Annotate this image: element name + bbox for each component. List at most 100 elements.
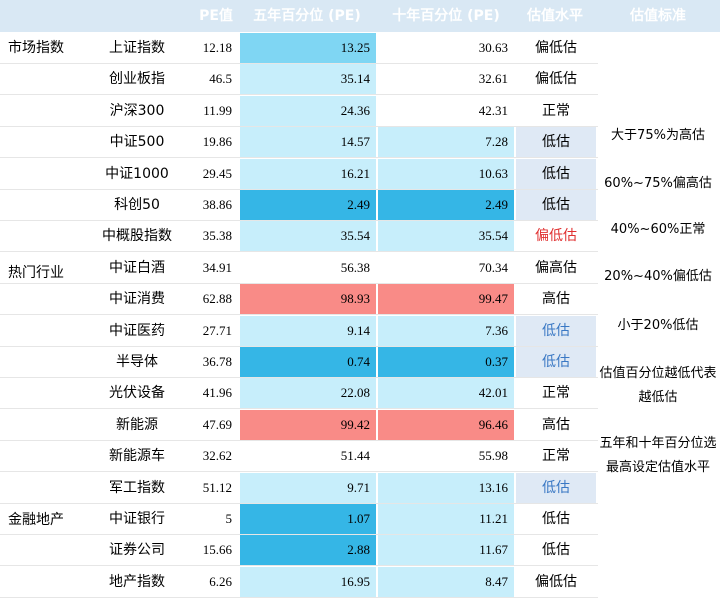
index-name: 新能源车 (88, 441, 186, 471)
row-divider (0, 440, 598, 441)
index-name: 中证消费 (88, 284, 186, 314)
pct10-value: 42.31 (378, 96, 514, 126)
row-divider (0, 534, 598, 535)
pe-value: 11.99 (188, 96, 238, 126)
index-name: 中概股指数 (88, 221, 186, 251)
pct5-value: 1.07 (240, 504, 376, 534)
index-name: 新能源 (88, 410, 186, 440)
pct10-value: 99.47 (378, 284, 514, 314)
pct5-value: 24.36 (240, 96, 376, 126)
pe-value: 5 (188, 504, 238, 534)
pct10-value: 32.61 (378, 64, 514, 94)
table-header (0, 0, 720, 32)
valuation-level: 低估 (516, 535, 596, 565)
index-name: 中证银行 (88, 504, 186, 534)
valuation-level: 偏低估 (516, 221, 596, 251)
pe-value: 38.86 (188, 190, 238, 220)
row-divider (0, 94, 598, 95)
pct5-value: 99.42 (240, 410, 376, 440)
row-divider (0, 126, 598, 127)
index-name: 证券公司 (88, 535, 186, 565)
valuation-level: 高估 (516, 284, 596, 314)
pct5-value: 13.25 (240, 33, 376, 63)
index-name: 地产指数 (88, 567, 186, 597)
pe-value: 15.66 (188, 535, 238, 565)
pct5-value: 16.95 (240, 567, 376, 597)
standard-note-lower: 估值百分位越低代表越低估 (599, 366, 717, 405)
row-divider (0, 565, 598, 566)
index-name: 上证指数 (88, 33, 186, 63)
valuation-level: 偏高估 (516, 253, 596, 283)
pct10-value: 10.63 (378, 159, 514, 189)
valuation-level: 低估 (516, 159, 596, 189)
pe-value: 34.91 (188, 253, 238, 283)
index-name: 中证500 (88, 127, 186, 157)
index-name: 光伏设备 (88, 378, 186, 408)
standard-low: 小于20%低估 (617, 318, 699, 333)
pct10-value: 42.01 (378, 378, 514, 408)
valuation-level: 偏低估 (516, 64, 596, 94)
pct5-value: 98.93 (240, 284, 376, 314)
row-divider (0, 377, 598, 378)
row-divider (0, 503, 598, 504)
valuation-level: 低估 (516, 473, 596, 503)
pct10-value: 0.37 (378, 347, 514, 377)
row-divider (0, 220, 598, 221)
pct5-value: 35.54 (240, 221, 376, 251)
pct10-value: 7.28 (378, 127, 514, 157)
standard-slightly-high: 60%~75%偏高估 (604, 176, 712, 191)
pe-value: 27.71 (188, 316, 238, 346)
row-divider (0, 408, 598, 409)
category-finance-realestate: 金融地产 (8, 512, 64, 528)
pct10-value: 11.67 (378, 535, 514, 565)
pct5-value: 16.21 (240, 159, 376, 189)
pct5-value: 14.57 (240, 127, 376, 157)
header-standard: 估值标准 (630, 8, 686, 24)
standard-slightly-low: 20%~40%偏低估 (604, 269, 712, 284)
index-name: 中证1000 (88, 159, 186, 189)
pct5-value: 35.14 (240, 64, 376, 94)
index-name: 沪深300 (88, 96, 186, 126)
header-5y-percentile: 五年百分位 (PE) (253, 8, 361, 24)
row-divider (0, 251, 598, 252)
valuation-level: 偏低估 (516, 567, 596, 597)
row-divider (0, 283, 598, 284)
pct5-value: 22.08 (240, 378, 376, 408)
pct10-value: 13.16 (378, 473, 514, 503)
pct5-value: 9.71 (240, 473, 376, 503)
pe-value: 12.18 (188, 33, 238, 63)
pct5-value: 56.38 (240, 253, 376, 283)
standard-note-max: 五年和十年百分位选最高设定估值水平 (599, 436, 717, 475)
pe-value: 19.86 (188, 127, 238, 157)
pct10-value: 70.34 (378, 253, 514, 283)
row-divider (0, 597, 598, 598)
index-name: 科创50 (88, 190, 186, 220)
pct10-value: 35.54 (378, 221, 514, 251)
index-name: 中证白酒 (88, 253, 186, 283)
pct5-value: 51.44 (240, 441, 376, 471)
standard-normal: 40%~60%正常 (610, 222, 706, 237)
pe-value: 62.88 (188, 284, 238, 314)
row-divider (0, 157, 598, 158)
header-pe: PE值 (199, 8, 233, 24)
pct10-value: 96.46 (378, 410, 514, 440)
category-market-index: 市场指数 (8, 40, 64, 56)
index-name: 半导体 (88, 347, 186, 377)
valuation-level: 低估 (516, 504, 596, 534)
pct10-value: 11.21 (378, 504, 514, 534)
pct10-value: 30.63 (378, 33, 514, 63)
valuation-level: 低估 (516, 127, 596, 157)
pct5-value: 9.14 (240, 316, 376, 346)
valuation-level: 高估 (516, 410, 596, 440)
valuation-level: 正常 (516, 441, 596, 471)
pct10-value: 55.98 (378, 441, 514, 471)
pct5-value: 0.74 (240, 347, 376, 377)
standard-high: 大于75%为高估 (611, 128, 705, 143)
pe-value: 6.26 (188, 567, 238, 597)
header-level: 估值水平 (527, 8, 583, 24)
pe-value: 46.5 (188, 64, 238, 94)
row-divider (0, 314, 598, 315)
pe-value: 29.45 (188, 159, 238, 189)
valuation-level: 正常 (516, 378, 596, 408)
index-name: 创业板指 (88, 64, 186, 94)
